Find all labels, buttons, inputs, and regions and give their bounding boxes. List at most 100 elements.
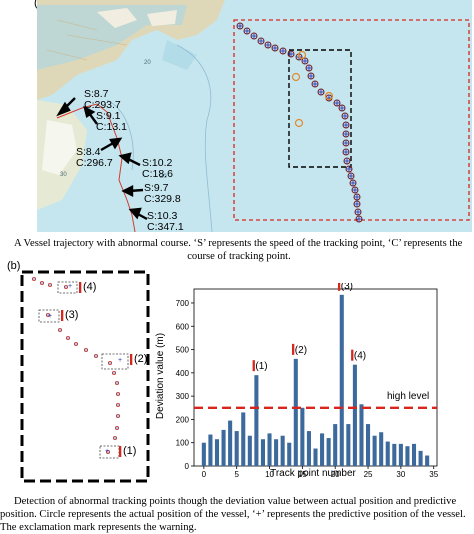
track-annotation-2: S:9.1 C:13.1 <box>96 111 127 133</box>
x-tick-label: 15 <box>298 470 307 478</box>
bar-track-point-34 <box>425 455 430 466</box>
bar-track-point-26 <box>372 435 377 466</box>
trajectory-points <box>236 22 363 223</box>
map-depth-label: 20 <box>144 60 151 66</box>
track-point-icon <box>112 371 117 376</box>
track-point-icon <box>113 435 118 440</box>
x-tick-label: 35 <box>429 470 438 478</box>
caption-a-line-1: A Vessel trajectory with abnormal course… <box>14 238 463 249</box>
track-annotation-6: S:10.3 C:347.1 <box>147 211 184 233</box>
nautical-chart <box>37 0 472 233</box>
x-tick-label: 20 <box>331 470 340 478</box>
bar-track-point-24 <box>359 404 364 466</box>
track-point-icon <box>94 354 99 359</box>
bar-track-point-14 <box>293 358 298 466</box>
y-tick-label: 700 <box>176 299 190 308</box>
caption-a: A Vessel trajectory with abnormal course… <box>14 237 474 263</box>
bar-track-point-5 <box>234 431 239 466</box>
bar-track-point-3 <box>221 429 226 466</box>
track-point-icon <box>39 280 44 285</box>
bar-track-point-27 <box>379 432 384 466</box>
predicted-point-icon: + <box>118 357 122 364</box>
y-tick-label: 400 <box>176 369 190 378</box>
track-point-icon <box>84 348 89 353</box>
y-tick-label: 100 <box>176 439 190 448</box>
bar-track-point-4 <box>228 420 233 466</box>
track-point-icon <box>116 392 121 397</box>
track-point-icon <box>108 361 113 366</box>
bar-track-point-28 <box>385 441 390 466</box>
track-point-icon <box>47 282 52 287</box>
track-point-icon <box>66 336 71 341</box>
abnormal-point-icon <box>294 118 304 128</box>
x-tick-label: 30 <box>396 470 405 478</box>
bar-track-point-2 <box>214 439 220 466</box>
zoomed-trajectory-svg: + + + + <box>20 270 150 483</box>
bar-track-point-9 <box>260 439 265 466</box>
bar-track-point-20 <box>333 424 338 466</box>
abnormal-point-icon <box>297 50 307 60</box>
track-point-icon <box>116 402 121 407</box>
course-text: C:13.1 <box>96 121 127 133</box>
x-tick-label: 5 <box>234 470 239 478</box>
course-text: C:296.7 <box>76 157 113 169</box>
bar-track-point-7 <box>247 435 252 466</box>
x-axis-label: Track point number <box>270 468 356 478</box>
warning-mark-2: (2) <box>134 353 148 365</box>
chart-map-svg <box>37 0 472 233</box>
speed-text: S:9.7 <box>144 182 169 194</box>
map-depth-label: 20 <box>160 174 167 180</box>
bar-track-point-13 <box>287 442 292 466</box>
bar-track-point-18 <box>320 433 325 466</box>
x-tick-label: 10 <box>265 470 274 478</box>
bar-track-point-1 <box>208 434 213 466</box>
predicted-point-icon: + <box>68 283 72 290</box>
y-tick-label: 500 <box>176 346 190 355</box>
track-point-icon <box>58 328 63 333</box>
bar-chart-svg: Deviation value (m) Track point number h… <box>155 279 439 479</box>
track-point-icon <box>106 449 111 454</box>
warning-exclamation-icon <box>291 343 295 355</box>
caption-b-line-1: Detection of abnormal tracking points th… <box>14 496 457 507</box>
caption-a-line-2: course of tracking point. <box>187 251 291 262</box>
bar-track-point-6 <box>241 412 246 466</box>
track-point-icon <box>115 425 120 430</box>
caption-b-line-3: The exclamation mark represents the warn… <box>0 522 197 533</box>
warning-mark-4: (4) <box>83 281 97 293</box>
course-text: C:347.1 <box>147 221 184 233</box>
threshold-label: high level <box>387 391 429 402</box>
bar-track-point-25 <box>366 424 371 466</box>
warning-exclamation-icon <box>337 279 341 291</box>
track-point-icon <box>74 342 79 347</box>
bar-track-point-19 <box>326 438 331 466</box>
bar-track-point-22 <box>346 424 351 466</box>
y-tick-label: 0 <box>185 462 190 471</box>
zoomed-trajectory-panel: + + + + <box>20 270 150 483</box>
speed-text: S:10.3 <box>147 210 178 222</box>
y-tick-label: 200 <box>176 415 190 424</box>
bar-track-point-16 <box>306 431 311 466</box>
speed-text: S:9.1 <box>96 110 121 122</box>
warning-label: (2) <box>295 345 307 356</box>
track-annotation-4: S:10.2 C:18.6 <box>142 158 173 180</box>
track-annotation-5: S:9.7 C:329.8 <box>144 183 181 205</box>
predicted-point-icon: + <box>48 313 52 320</box>
map-depth-label: 30 <box>60 172 67 178</box>
predicted-point-icon: + <box>105 448 109 455</box>
bar-track-point-12 <box>280 435 285 466</box>
track-point-icon <box>115 381 120 386</box>
caption-b-line-2: position. Circle represents the actual p… <box>0 509 466 520</box>
course-text: C:329.8 <box>144 193 181 205</box>
bar-track-point-30 <box>398 443 403 466</box>
deviation-bar-chart: Deviation value (m) Track point number h… <box>152 279 452 479</box>
warning-mark-3: (3) <box>65 309 79 321</box>
y-tick-label: 300 <box>176 392 190 401</box>
zoomed-track-points: + + + + <box>31 277 122 455</box>
track-point-icon <box>64 284 69 289</box>
bar-track-point-21 <box>339 294 344 466</box>
track-point-icon <box>45 313 50 318</box>
abnormal-point-icon <box>324 91 334 101</box>
bar-track-point-31 <box>405 446 410 466</box>
bar-track-point-17 <box>313 448 318 466</box>
bar-track-point-0 <box>201 442 206 466</box>
